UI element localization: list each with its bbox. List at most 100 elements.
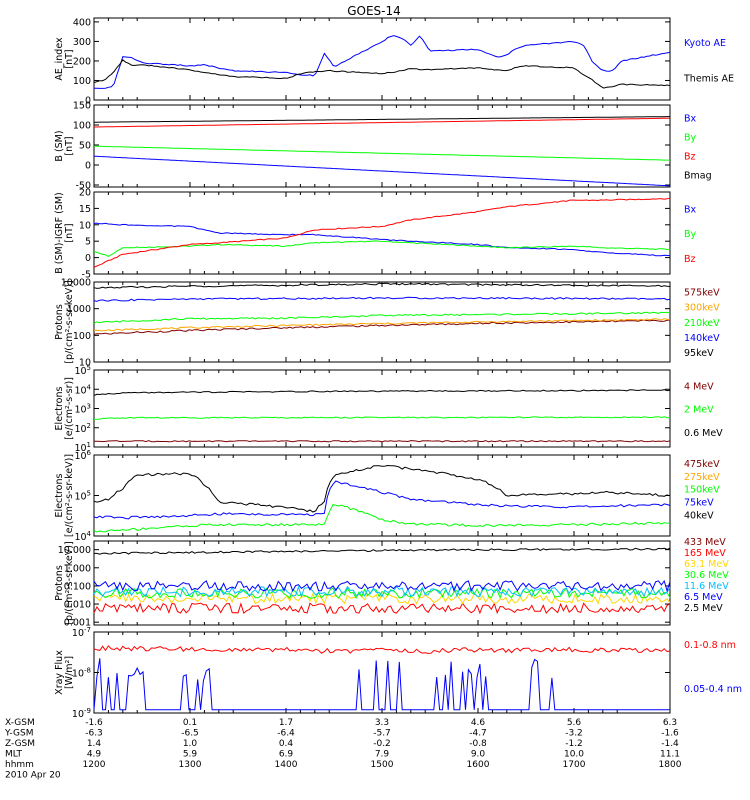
y-tick-label: 200 bbox=[73, 56, 91, 67]
legend-item: 0.1-0.8 nm bbox=[684, 640, 736, 651]
legend-item: 275keV bbox=[684, 472, 720, 483]
series-line-bx bbox=[93, 222, 671, 257]
y-axis-title: Xray Flux bbox=[54, 650, 65, 695]
legend: 0.1-0.8 nm 0.05-0.4 nm bbox=[684, 640, 742, 695]
legend-item: 475keV bbox=[684, 459, 720, 470]
x-axis-row-label: hhmm bbox=[5, 760, 34, 770]
y-axis-unit: [e/(cm²-s-sr)] bbox=[64, 377, 75, 440]
legend: Bx By Bz bbox=[684, 204, 697, 265]
y-axis-unit: [nT] bbox=[64, 223, 75, 242]
y-tick-label: 20 bbox=[79, 188, 91, 199]
legend-item: 75keV bbox=[684, 498, 714, 509]
y-tick-label: 105 bbox=[74, 364, 91, 377]
y-axis-label: Electrons [e/(cm²-s-sr-keV)] bbox=[54, 454, 75, 537]
x-axis-value: 6.3 bbox=[663, 718, 677, 728]
y-axis-label: Electrons [e/(cm²-s-sr)] bbox=[54, 377, 75, 440]
series-line-bx bbox=[93, 155, 671, 187]
legend-item: Bx bbox=[684, 204, 697, 215]
y-tick-label: 0 bbox=[85, 253, 91, 264]
series-line-2-5-mev bbox=[94, 547, 671, 555]
series-line-40kev bbox=[93, 464, 671, 513]
y-tick-label: 50 bbox=[79, 141, 91, 152]
y-tick-label: 101 bbox=[74, 441, 91, 454]
y-tick-label: 102 bbox=[74, 422, 91, 435]
legend: 575keV 300keV 210keV 140keV 95keV bbox=[684, 288, 720, 359]
x-axis-value: 4.9 bbox=[87, 750, 102, 760]
y-tick-label: 10-8 bbox=[72, 667, 91, 680]
y-tick-label: 1.000 bbox=[64, 563, 91, 574]
x-axis-value: 11.1 bbox=[660, 750, 680, 760]
legend: Bx By Bz Bmag bbox=[684, 113, 712, 181]
legend-item: 2.5 MeV bbox=[684, 603, 723, 614]
y-tick-label: 10 bbox=[79, 358, 91, 369]
series-line-bz bbox=[93, 197, 671, 268]
panel-1: 0 100 200 300 400 AE_index [nT] Kyoto AE Themis … bbox=[54, 17, 734, 106]
y-axis-title: Electrons bbox=[54, 473, 65, 517]
x-axis-value: 6.9 bbox=[279, 750, 294, 760]
y-tick-label: 100 bbox=[73, 331, 91, 342]
x-axis-value: 1400 bbox=[275, 760, 298, 770]
x-axis-value: 4.6 bbox=[471, 718, 486, 728]
y-tick-label: 104 bbox=[74, 383, 91, 396]
x-axis-value: 1700 bbox=[563, 760, 586, 770]
x-axis-value: -4.7 bbox=[469, 729, 487, 739]
series-line-bmag bbox=[94, 116, 670, 123]
y-axis-label: Protons [p/(cm²-s-sr-keV)] bbox=[54, 541, 75, 624]
x-axis-value: -3.2 bbox=[565, 729, 583, 739]
y-tick-label: 0.001 bbox=[64, 618, 91, 629]
series-line-95kev bbox=[93, 282, 671, 289]
y-tick-label: 5 bbox=[85, 237, 91, 248]
x-axis-value: 1.4 bbox=[87, 739, 102, 749]
y-tick-label: 105 bbox=[74, 490, 91, 503]
legend-item: 4 MeV bbox=[684, 381, 714, 392]
figure-title: GOES-14 bbox=[347, 4, 401, 18]
series-line-2-mev bbox=[93, 416, 670, 420]
legend: Kyoto AE Themis AE bbox=[683, 38, 734, 85]
date-label: 2010 Apr 20 bbox=[5, 771, 61, 781]
y-axis-label: Protons [p/(cm²-s-sr-keV)] bbox=[54, 280, 75, 363]
x-axis-value: 1.7 bbox=[279, 718, 293, 728]
y-axis-unit: [nT] bbox=[64, 136, 75, 155]
y-axis-unit: [W/m²] bbox=[64, 656, 75, 689]
panel-2: -50 0 50 100 150 B (SM) [nT] Bx By Bz Bmag bbox=[54, 101, 712, 192]
x-axis-value: 7.9 bbox=[375, 750, 390, 760]
legend-item: Bz bbox=[684, 151, 696, 162]
y-axis-unit: [e/(cm²-s-sr-keV)] bbox=[64, 454, 75, 537]
y-tick-label: 10-7 bbox=[72, 626, 91, 639]
panel-3: -5 0 5 10 15 20 B (SM)-IGRF (SM) [nT] Bx By Bz bbox=[54, 188, 697, 281]
y-tick-label: 100 bbox=[73, 76, 91, 87]
y-tick-label: 0.010 bbox=[64, 600, 91, 611]
x-axis-value: 1600 bbox=[467, 760, 490, 770]
series-line-0-6-mev bbox=[93, 389, 671, 396]
legend-item: 433 MeV bbox=[684, 537, 726, 548]
legend-item: 2 MeV bbox=[684, 405, 714, 416]
y-tick-label: 106 bbox=[74, 449, 91, 462]
legend-item: Kyoto AE bbox=[684, 38, 726, 49]
x-axis-value: 3.3 bbox=[375, 718, 389, 728]
series-line-63-1-mev bbox=[93, 592, 671, 605]
x-axis-value: -1.2 bbox=[565, 739, 583, 749]
series-line-0-1-0-8-nm bbox=[93, 645, 671, 654]
y-axis-unit: [nT] bbox=[64, 49, 75, 68]
series-line-165-mev bbox=[93, 602, 671, 615]
y-axis-label: B (SM) [nT] bbox=[54, 130, 75, 161]
legend-item: 150keV bbox=[684, 485, 720, 496]
x-axis-value: -1.4 bbox=[661, 739, 679, 749]
legend-item: 11.6 MeV bbox=[684, 581, 729, 592]
series-line-by bbox=[93, 240, 671, 257]
legend-item: 40keV bbox=[684, 510, 714, 521]
series-line-300kev bbox=[93, 318, 671, 332]
x-axis-value: 5.9 bbox=[183, 750, 198, 760]
x-axis-value: 1500 bbox=[371, 760, 394, 770]
series-line-4-mev bbox=[94, 440, 671, 443]
y-tick-label: 10-9 bbox=[72, 707, 91, 720]
y-axis-unit: [p/(cm²-s-sr-keV)] bbox=[64, 541, 75, 624]
series-line-6-5-mev bbox=[93, 579, 671, 593]
y-tick-label: 10000 bbox=[61, 278, 91, 289]
series-line-bz bbox=[94, 117, 670, 128]
